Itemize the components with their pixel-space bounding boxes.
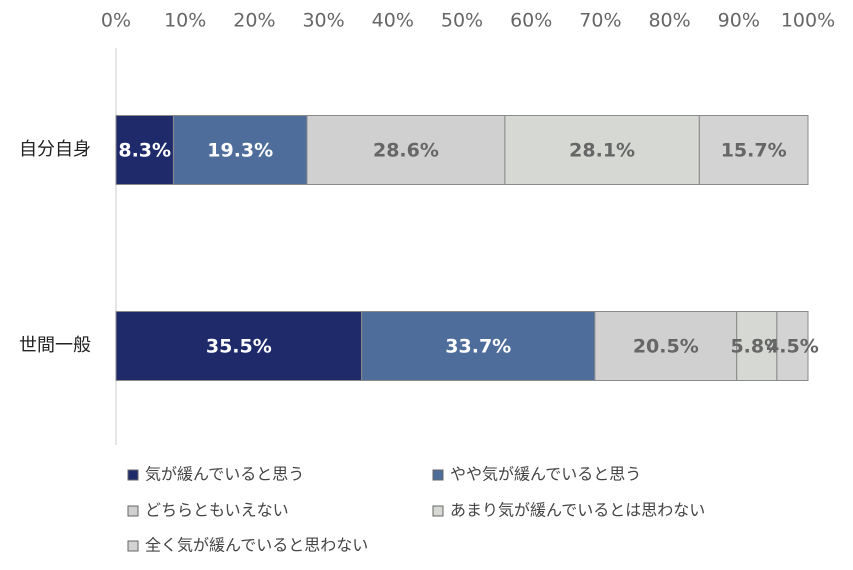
value-label: 20.5% <box>633 336 699 358</box>
x-tick-label: 30% <box>302 10 344 32</box>
value-label: 33.7% <box>445 336 511 358</box>
x-tick-label: 10% <box>164 10 206 32</box>
value-label: 8.3% <box>118 140 171 162</box>
value-label: 35.5% <box>206 336 272 358</box>
bar-segment <box>698 115 809 185</box>
legend-label: 全く気が緩んでいると思わない <box>145 536 368 555</box>
legend-label: やや気が緩んでいると思う <box>450 465 641 484</box>
value-label: 5.8% <box>730 336 783 358</box>
category-label: 自分自身 <box>19 139 91 160</box>
value-label: 19.3% <box>207 140 273 162</box>
x-tick-label: 90% <box>718 10 760 32</box>
legend-swatch <box>432 469 444 481</box>
value-label: 4.5% <box>766 336 819 358</box>
legend-swatch <box>432 505 444 517</box>
bar-segment <box>776 311 809 381</box>
x-tick-label: 40% <box>372 10 414 32</box>
bar-segment <box>115 311 363 381</box>
x-tick-label: 60% <box>510 10 552 32</box>
legend-swatch <box>127 540 139 552</box>
x-tick-label: 0% <box>101 10 131 32</box>
legend-swatch <box>127 469 139 481</box>
bar-segment <box>172 115 308 185</box>
x-tick-label: 20% <box>233 10 275 32</box>
bar-segment <box>736 311 778 381</box>
category-label: 世間一般 <box>19 335 91 356</box>
value-label: 28.6% <box>373 140 439 162</box>
legend-swatch <box>127 505 139 517</box>
legend-label: あまり気が緩んでいるとは思わない <box>450 501 705 520</box>
x-tick-label: 50% <box>441 10 483 32</box>
x-tick-label: 70% <box>579 10 621 32</box>
bar-segment <box>306 115 506 185</box>
value-label: 15.7% <box>721 140 787 162</box>
legend-label: どちらともいえない <box>145 501 289 520</box>
x-tick-label: 80% <box>648 10 690 32</box>
value-label: 28.1% <box>569 140 635 162</box>
x-tick-label: 100% <box>781 10 835 32</box>
bar-segment <box>594 311 738 381</box>
legend-label: 気が緩んでいると思う <box>145 465 304 484</box>
